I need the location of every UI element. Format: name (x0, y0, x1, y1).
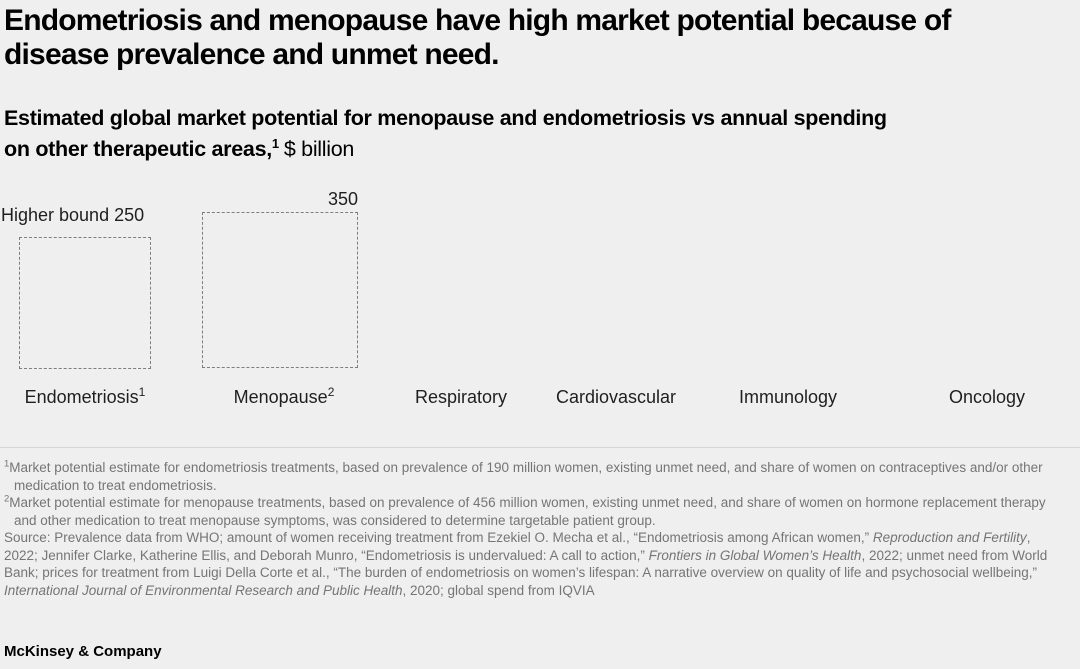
category-text: Endometriosis (24, 387, 139, 407)
chart-unit-label: $ billion (283, 137, 355, 162)
menopause-bar (202, 212, 358, 368)
footnote-1: 1Market potential estimate for endometri… (4, 459, 1060, 494)
source-journal-3: International Journal of Environmental R… (4, 582, 403, 598)
source-journal-2: Frontiers in Global Women’s Health (648, 547, 862, 563)
footnote-ref: 1 (138, 385, 146, 399)
source-segment: , 2022; Jennifer Clarke, Katherine Ellis… (4, 530, 1031, 563)
page-title-line2: disease prevalence and unmet need. (4, 38, 499, 71)
category-label-respiratory: Respiratory (415, 385, 507, 408)
source-segment: , 2020; global spend from IQVIA (402, 582, 595, 598)
footnote-ref: 2 (327, 385, 335, 399)
mckinsey-wordmark: McKinsey & Company (4, 643, 162, 660)
chart-area: Higher bound 250 350 Endometriosis1 Meno… (0, 180, 1080, 425)
footnotes-block: 1Market potential estimate for endometri… (4, 459, 1060, 599)
footnote-divider (0, 447, 1080, 448)
chart-title-footnote-ref: 1 (271, 136, 279, 151)
menopause-value-label: 350 (327, 189, 358, 209)
category-text: Menopause (233, 387, 328, 407)
footnote-2: 2Market potential estimate for menopause… (4, 494, 1060, 529)
category-label-immunology: Immunology (739, 385, 837, 408)
category-text: Respiratory (414, 387, 508, 407)
source-note: Source: Prevalence data from WHO; amount… (4, 529, 1060, 599)
source-journal-1: Reproduction and Fertility (872, 530, 1027, 545)
source-segment: , 2022; unmet need from World Bank; pric… (4, 547, 1048, 581)
chart-title-line2: on other therapeutic areas, (4, 137, 272, 162)
category-text: Oncology (948, 387, 1026, 407)
page-title-line1: Endometriosis and menopause have high ma… (4, 4, 951, 37)
chart-title: Estimated global market potential for me… (4, 105, 1064, 162)
page-title: Endometriosis and menopause have high ma… (4, 4, 1064, 72)
category-text: Cardiovascular (555, 387, 677, 407)
category-label-endometriosis: Endometriosis1 (25, 385, 146, 408)
category-label-oncology: Oncology (949, 385, 1025, 408)
endometriosis-value-label: Higher bound 250 (1, 205, 145, 225)
category-label-cardiovascular: Cardiovascular (556, 385, 676, 408)
footnote-1-text: Market potential estimate for endometrio… (9, 460, 1043, 493)
footnote-2-marker: 2 (4, 493, 10, 505)
category-text: Immunology (738, 387, 838, 407)
footnote-2-text: Market potential estimate for menopause … (9, 495, 1046, 528)
footnote-1-marker: 1 (4, 458, 10, 470)
source-segment: Source: Prevalence data from WHO; amount… (4, 530, 873, 545)
exhibit-header: Endometriosis and menopause have high ma… (4, 4, 1064, 162)
endometriosis-bar (19, 237, 151, 369)
chart-title-line1: Estimated global market potential for me… (4, 106, 887, 130)
category-label-menopause: Menopause2 (234, 385, 335, 408)
